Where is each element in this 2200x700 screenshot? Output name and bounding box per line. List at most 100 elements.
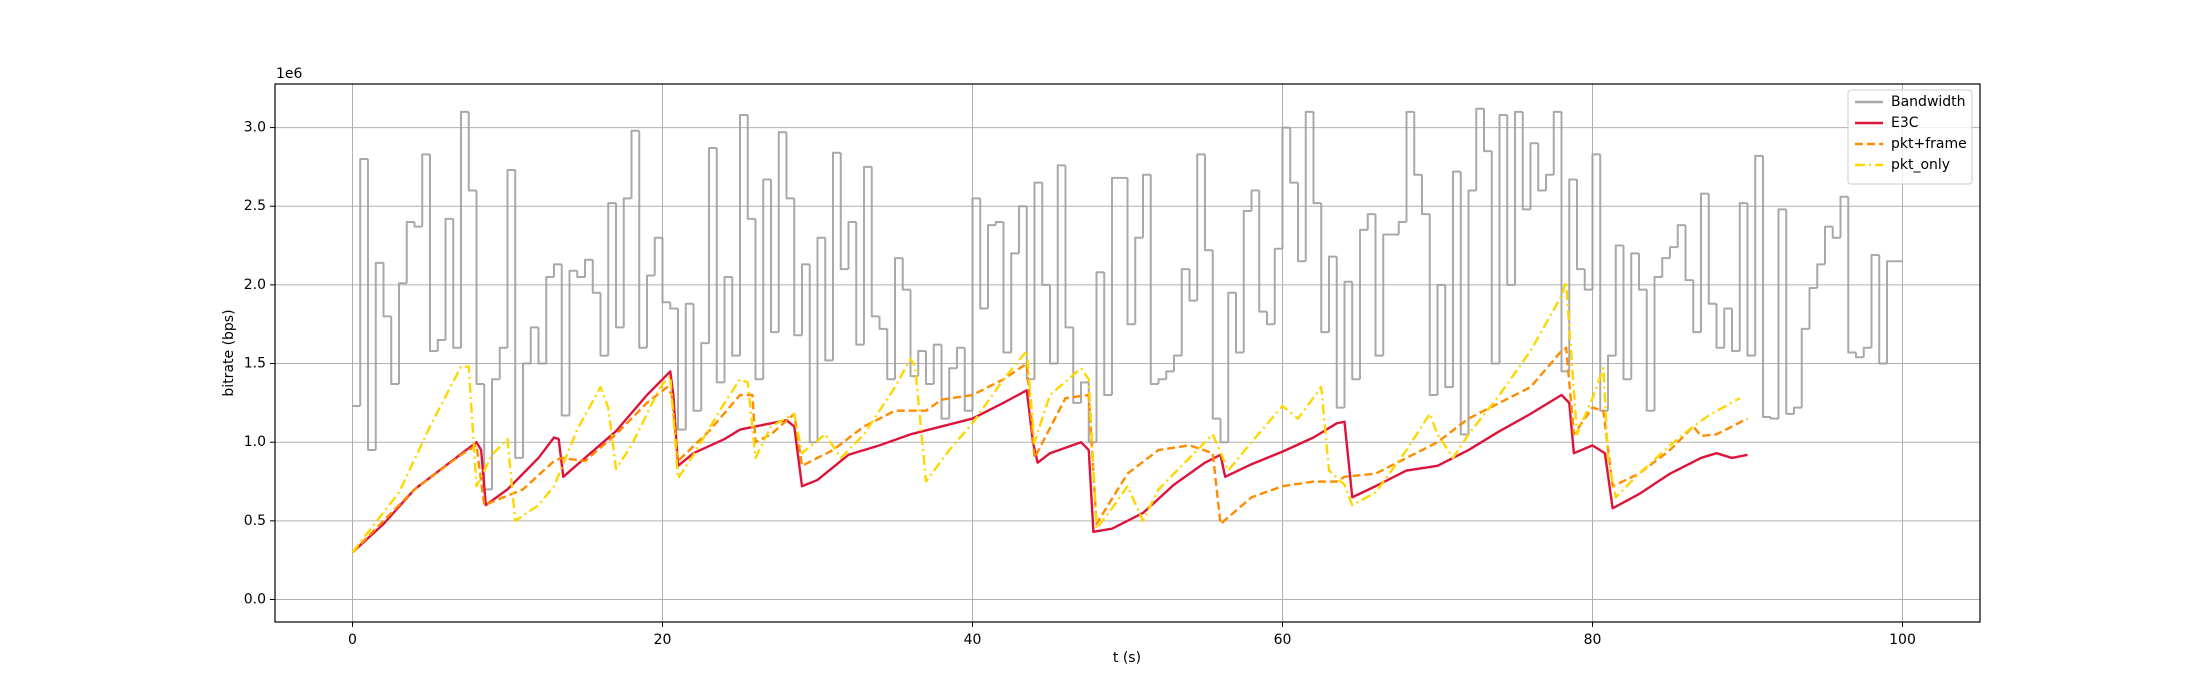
bandwidth-step: [1165, 370, 1174, 380]
bandwidth-step: [1723, 307, 1732, 348]
bandwidth-step: [545, 276, 554, 364]
bandwidth-step: [1359, 228, 1368, 380]
bandwidth-step: [367, 159, 376, 452]
bandwidth-step: [1459, 171, 1469, 436]
bandwidth-step: [723, 276, 733, 383]
bandwidth-step: [1599, 154, 1608, 412]
bandwidth-step: [987, 224, 996, 309]
bandwidth-step: [1731, 308, 1740, 352]
bandwidth-step: [1173, 354, 1182, 372]
x-axis-label: t (s): [1113, 650, 1141, 666]
bandwidth-step: [808, 264, 818, 444]
bandwidth-step: [1413, 111, 1422, 176]
bandwidth-step: [653, 236, 663, 276]
bandwidth-step: [1622, 245, 1632, 381]
bandwidth-step: [514, 170, 523, 459]
bandwidth-step: [1018, 205, 1027, 254]
bandwidth-step: [1490, 151, 1500, 365]
bandwidth-step: [1878, 254, 1887, 365]
axes-frame: [274, 83, 1981, 623]
series-line: [351, 370, 1748, 554]
bandwidth-step: [932, 343, 942, 384]
bandwidth-step: [847, 220, 857, 270]
bandwidth-step: [638, 130, 647, 349]
bandwidth-step: [452, 218, 461, 349]
plot-area: [351, 107, 1903, 554]
bandwidth-step: [1095, 271, 1105, 443]
bandwidth-step: [444, 217, 454, 340]
y-tick-label: 0.0: [244, 592, 266, 608]
y-tick-label: 2.5: [244, 198, 266, 214]
ticks: 0 20 40 60 80 100 0.0 0.5 1.0 1.5 2.0 2.5 3.0: [244, 120, 1916, 648]
bandwidth-step: [886, 328, 895, 381]
legend-box: [1847, 89, 1973, 185]
bandwidth-step: [1180, 268, 1190, 356]
bandwidth-step: [1087, 382, 1097, 444]
bandwidth-step: [1886, 260, 1895, 364]
bandwidth-step: [1529, 142, 1539, 210]
bandwidth-step: [956, 346, 965, 369]
bandwidth-step: [1545, 173, 1554, 191]
bandwidth-step: [576, 270, 585, 279]
bandwidth-step: [390, 316, 399, 385]
bandwidth-step: [746, 114, 756, 220]
bandwidth-step: [777, 131, 787, 333]
bandwidth-step: [1607, 354, 1616, 411]
bandwidth-step: [460, 110, 469, 348]
bandwidth-step: [1049, 284, 1058, 365]
y-scale-label: 1e6: [276, 66, 303, 82]
bandwidth-step: [731, 277, 740, 357]
bandwidth-step: [1157, 378, 1167, 384]
bandwidth-step: [1847, 196, 1856, 354]
bandwidth-step: [599, 292, 609, 357]
x-tick-label: 20: [654, 632, 672, 648]
bandwidth-step: [1839, 195, 1849, 238]
bandwidth-step: [1816, 263, 1825, 289]
bandwidth-step: [1328, 255, 1337, 333]
bandwidth-step: [1273, 247, 1283, 325]
bandwidth-step: [1374, 214, 1384, 357]
bandwidth-step: [1762, 155, 1771, 419]
bandwidth-step: [1312, 111, 1322, 205]
bandwidth-step: [529, 326, 539, 364]
bandwidth-step: [661, 237, 671, 304]
bandwidth-step: [1452, 170, 1461, 388]
bandwidth-step: [1738, 202, 1748, 351]
bandwidth-step: [1831, 226, 1841, 239]
bandwidth-step: [522, 362, 531, 458]
x-tick-label: 40: [964, 632, 982, 648]
bandwidth-step: [615, 203, 624, 329]
bandwidth-step: [832, 151, 841, 361]
bandwidth-step: [1506, 114, 1515, 286]
bandwidth-step: [1235, 292, 1244, 354]
bandwidth-step: [1560, 111, 1570, 373]
bandwidth-step: [560, 264, 570, 417]
bandwidth-step: [1142, 173, 1151, 238]
series-line: [351, 346, 1749, 554]
x-tick-label: 100: [1889, 632, 1916, 648]
bandwidth-step: [1824, 225, 1833, 265]
bandwidth-step: [1444, 284, 1453, 389]
bandwidth-step: [1266, 311, 1275, 326]
bandwidth-step: [684, 302, 694, 430]
bandwidth-step: [467, 111, 477, 192]
bandwidth-step: [1397, 220, 1407, 235]
bandwidth-step: [630, 129, 640, 199]
bandwidth-step: [894, 257, 903, 380]
bandwidth-step: [359, 158, 368, 407]
y-tick-label: 2.0: [244, 277, 266, 293]
bandwidth-step: [1428, 214, 1438, 397]
bandwidth-step: [1808, 287, 1818, 329]
bandwidth-step: [568, 269, 578, 416]
bandwidth-step: [506, 169, 516, 348]
bandwidth-step: [1552, 110, 1562, 175]
bandwidth-step: [475, 190, 485, 385]
bandwidth-step: [1514, 110, 1523, 285]
bandwidth-step: [498, 346, 508, 380]
bandwidth-step: [1692, 280, 1701, 334]
bandwidth-step: [925, 350, 934, 385]
bandwidth-step: [917, 349, 926, 377]
bandwidth-step: [622, 197, 632, 328]
